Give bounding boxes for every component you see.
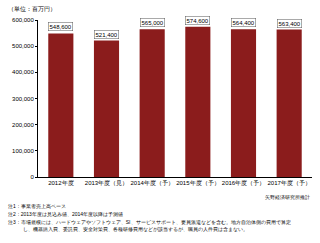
svg-text:400,000: 400,000: [12, 69, 34, 75]
svg-text:注2：2013年度は見込み値、2014年度以降は予測値: 注2：2013年度は見込み値、2014年度以降は予測値: [8, 211, 123, 217]
svg-text:2016年度（予）: 2016年度（予）: [222, 179, 265, 187]
svg-text:2014年度（予）: 2014年度（予）: [130, 179, 173, 187]
svg-text:574,600: 574,600: [187, 18, 209, 24]
svg-text:2013年度（見）: 2013年度（見）: [85, 179, 128, 187]
svg-text:500,000: 500,000: [12, 43, 34, 49]
svg-text:矢野経済研究所推計: 矢野経済研究所推計: [265, 194, 310, 200]
svg-text:2015年度（予）: 2015年度（予）: [176, 179, 219, 187]
svg-text:0: 0: [30, 174, 34, 180]
svg-text:300,000: 300,000: [12, 96, 34, 102]
svg-text:200,000: 200,000: [12, 122, 34, 128]
svg-text:563,400: 563,400: [279, 21, 301, 27]
svg-text:注3：市場規模には、ハードウェアやソフトウェア、SI、サービ: 注3：市場規模には、ハードウェアやソフトウェア、SI、サービスサポート、要員派遣…: [8, 219, 291, 232]
svg-text:521,400: 521,400: [96, 32, 118, 38]
svg-text:（単位：百万円）: （単位：百万円）: [8, 6, 56, 13]
svg-text:548,600: 548,600: [50, 24, 72, 30]
svg-text:2012年度: 2012年度: [48, 179, 73, 186]
svg-text:600,000: 600,000: [12, 17, 34, 23]
svg-text:2017年度（予）: 2017年度（予）: [267, 179, 310, 187]
svg-text:564,400: 564,400: [233, 20, 255, 26]
svg-text:注1：事業者売上高ベース: 注1：事業者売上高ベース: [8, 203, 66, 209]
svg-text:565,000: 565,000: [142, 20, 164, 26]
svg-text:100,000: 100,000: [12, 148, 34, 154]
